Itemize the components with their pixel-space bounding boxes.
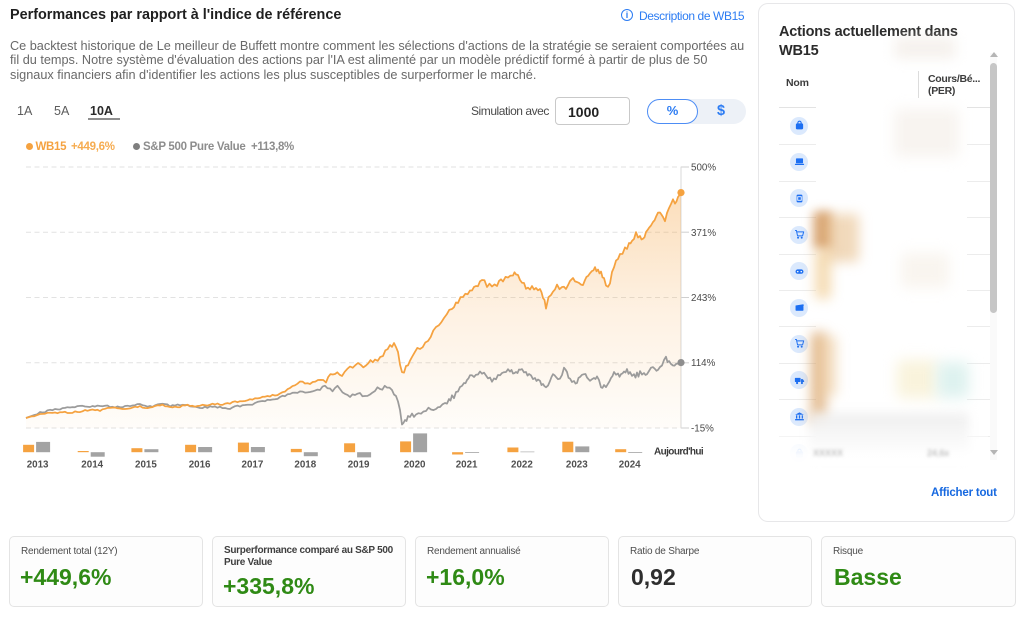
svg-text:-15%: -15% — [691, 424, 714, 435]
svg-text:2013: 2013 — [27, 460, 49, 471]
svg-text:500%: 500% — [691, 163, 716, 174]
svg-text:2024: 2024 — [619, 460, 641, 471]
svg-text:2014: 2014 — [81, 460, 103, 471]
svg-text:2022: 2022 — [511, 460, 533, 471]
svg-text:Aujourd'hui: Aujourd'hui — [654, 447, 704, 458]
svg-text:2015: 2015 — [135, 460, 157, 471]
svg-text:2023: 2023 — [566, 460, 588, 471]
svg-text:2019: 2019 — [348, 460, 370, 471]
svg-text:2016: 2016 — [189, 460, 211, 471]
svg-text:2018: 2018 — [294, 460, 316, 471]
svg-text:243%: 243% — [691, 293, 716, 304]
svg-text:371%: 371% — [691, 228, 716, 239]
svg-text:2017: 2017 — [242, 460, 264, 471]
svg-text:2021: 2021 — [456, 460, 478, 471]
svg-text:114%: 114% — [691, 358, 716, 369]
svg-text:2020: 2020 — [404, 460, 426, 471]
